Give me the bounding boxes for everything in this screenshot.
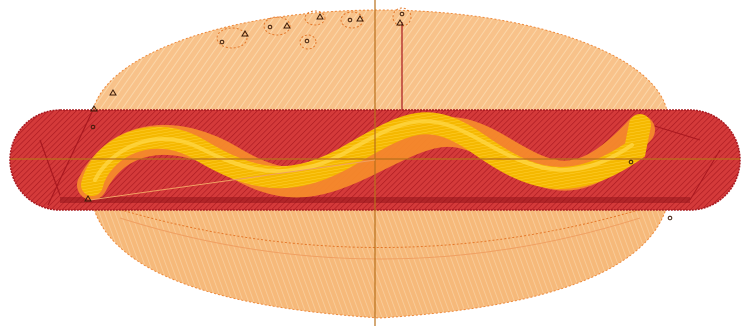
sesame-seed[interactable] [304, 10, 326, 26]
travel-line [89, 159, 376, 201]
sesame-details[interactable] [216, 7, 412, 50]
guide-lines [10, 0, 740, 326]
start-marker[interactable] [316, 13, 324, 20]
sesame-seed[interactable] [392, 7, 412, 27]
stitch-markers[interactable] [84, 11, 673, 221]
start-marker[interactable] [356, 15, 364, 22]
stop-marker[interactable] [90, 124, 96, 130]
start-marker[interactable] [84, 195, 92, 202]
bun-bottom[interactable] [89, 189, 671, 319]
stop-marker[interactable] [628, 159, 634, 165]
start-marker[interactable] [90, 105, 98, 112]
stop-marker[interactable] [267, 24, 273, 30]
start-marker[interactable] [241, 30, 249, 37]
stop-marker[interactable] [347, 17, 353, 23]
bun-inner-lip-2 [119, 217, 641, 260]
start-marker[interactable] [283, 22, 291, 29]
stop-marker[interactable] [219, 39, 225, 45]
stop-marker[interactable] [304, 38, 310, 44]
mustard-squiggle[interactable] [77, 112, 655, 200]
start-marker[interactable] [396, 19, 404, 26]
stop-marker[interactable] [667, 215, 673, 221]
stop-marker[interactable] [399, 11, 405, 17]
start-marker[interactable] [109, 89, 117, 96]
sesame-seed[interactable] [216, 27, 248, 49]
sesame-seed[interactable] [299, 34, 317, 50]
sesame-seed[interactable] [263, 16, 291, 36]
mustard-highlight [93, 119, 634, 182]
sesame-seed[interactable] [340, 11, 364, 29]
